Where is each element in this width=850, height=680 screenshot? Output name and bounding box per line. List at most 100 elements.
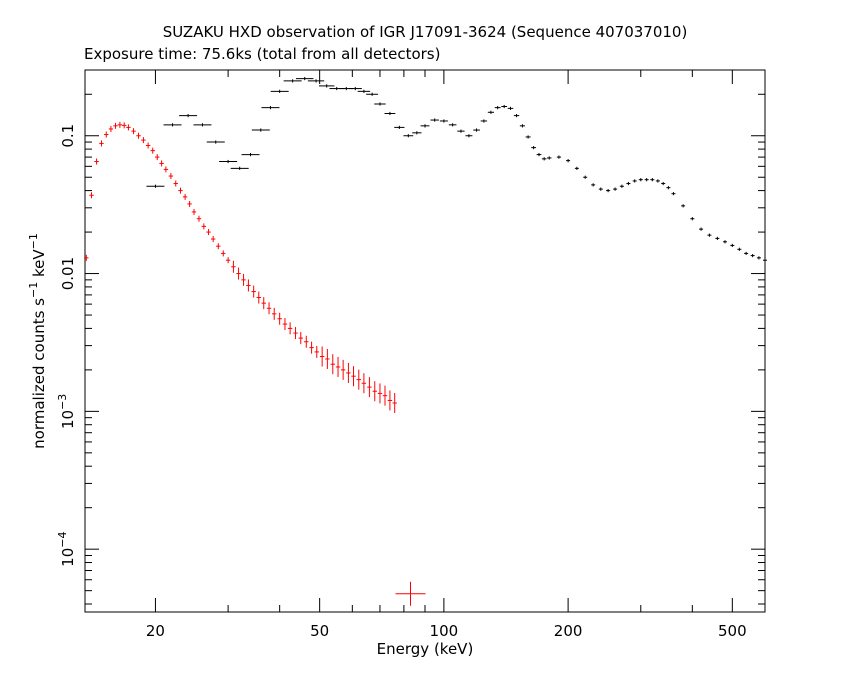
data-point	[131, 128, 136, 135]
x-tick-label: 500	[718, 622, 747, 640]
data-point	[513, 114, 520, 118]
data-point	[650, 178, 655, 182]
data-point	[179, 114, 198, 118]
data-point	[487, 110, 494, 114]
chart-subtitle: Exposure time: 75.6ks (total from all de…	[84, 45, 440, 63]
data-point	[251, 285, 256, 298]
data-point	[163, 166, 169, 173]
data-point	[178, 187, 183, 194]
data-point	[357, 89, 371, 93]
data-point	[307, 79, 325, 83]
data-point	[256, 291, 261, 304]
x-axis-label: Energy (keV)	[377, 640, 474, 658]
data-point	[296, 76, 314, 81]
data-point	[340, 359, 346, 380]
data-point	[141, 137, 146, 144]
data-point	[619, 184, 624, 188]
data-point	[117, 121, 123, 128]
data-point	[277, 312, 282, 325]
data-point	[293, 327, 298, 340]
data-point	[473, 128, 480, 132]
data-point	[403, 134, 414, 138]
data-point	[606, 188, 611, 193]
data-point	[231, 260, 236, 273]
data-point	[439, 119, 448, 123]
data-point	[309, 341, 314, 354]
data-point	[266, 302, 272, 315]
y-tick-label: 0.01	[59, 257, 77, 290]
data-point	[155, 154, 160, 161]
data-point	[201, 223, 207, 230]
x-tick-label: 200	[554, 622, 583, 640]
data-point	[191, 208, 197, 215]
data-point	[330, 354, 335, 375]
data-point	[113, 122, 118, 129]
data-point	[282, 318, 288, 331]
data-point	[384, 111, 396, 116]
data-point	[121, 122, 127, 129]
data-point	[501, 104, 508, 109]
data-point	[681, 204, 686, 208]
data-point	[367, 377, 372, 398]
y-tick-label: 10−4	[56, 532, 77, 567]
data-point	[104, 131, 109, 138]
data-point	[206, 229, 211, 236]
data-point	[730, 243, 735, 248]
y-ticks	[85, 93, 765, 605]
data-point	[377, 383, 383, 404]
y-axis-label-mid: keV	[30, 249, 48, 282]
series-PIN	[84, 121, 426, 606]
data-point	[556, 155, 562, 159]
data-point	[448, 123, 457, 127]
data-point	[392, 392, 397, 413]
data-point	[756, 256, 761, 260]
data-point	[671, 192, 676, 196]
y-tick-labels: 0.1 0.01 10−3 10−4	[56, 124, 77, 567]
x-tick-label: 20	[146, 622, 165, 640]
data-point	[236, 267, 241, 280]
data-point	[168, 173, 174, 180]
data-point	[531, 146, 537, 150]
data-point	[465, 134, 473, 138]
y-axis-label-exp2: −1	[27, 233, 40, 249]
data-point	[225, 257, 231, 264]
data-point	[655, 179, 660, 183]
data-point	[750, 253, 755, 258]
data-point	[221, 250, 226, 257]
data-point	[420, 124, 430, 128]
data-point	[314, 345, 319, 358]
data-point	[382, 385, 388, 406]
data-point	[216, 243, 221, 250]
data-point	[356, 369, 361, 390]
data-point	[744, 251, 749, 256]
data-point	[150, 147, 155, 154]
series-GSO	[146, 76, 767, 262]
x-tick-label: 100	[430, 622, 459, 640]
data-point	[146, 184, 165, 188]
data-point	[193, 123, 212, 127]
data-point	[715, 236, 720, 240]
data-point	[372, 381, 377, 402]
data-point	[583, 175, 588, 179]
data-point	[574, 166, 579, 170]
data-point	[270, 89, 289, 93]
data-point	[536, 152, 542, 157]
y-axis-label: normalized counts s−1 keV−1	[27, 233, 48, 449]
data-point	[210, 236, 216, 243]
data-point	[361, 373, 367, 394]
data-point	[613, 187, 618, 191]
data-point	[230, 166, 249, 170]
data-point	[304, 335, 309, 348]
data-point	[287, 322, 293, 335]
data-point	[187, 200, 192, 207]
data-point	[519, 124, 526, 128]
data-point	[261, 106, 280, 110]
data-point	[241, 273, 246, 286]
y-tick-label: 0.1	[59, 124, 77, 148]
data-point	[387, 390, 393, 411]
data-point	[690, 217, 695, 221]
data-point	[318, 84, 335, 88]
data-point	[298, 332, 303, 345]
data-point	[525, 135, 531, 139]
